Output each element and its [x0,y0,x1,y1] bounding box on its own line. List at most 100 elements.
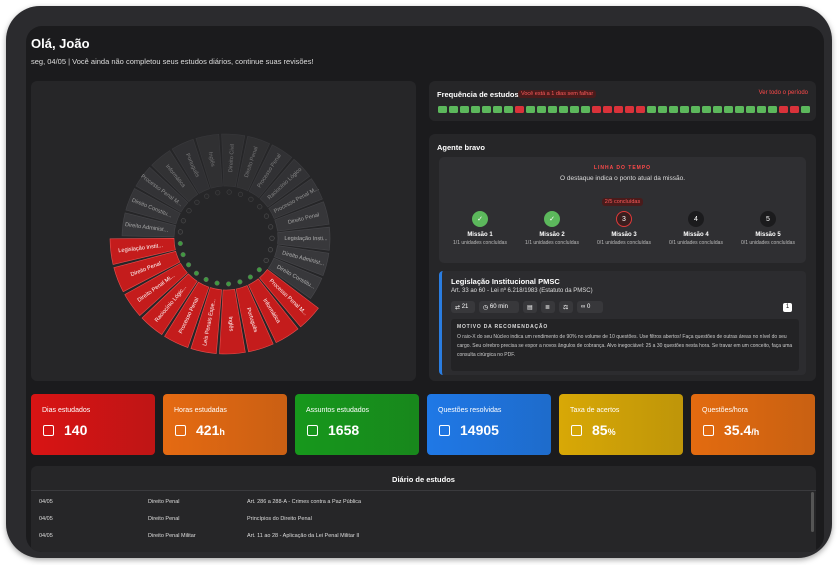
mission: 5 Missão 5 0/1 unidades concluídas [733,211,803,246]
segment-dot [267,247,274,253]
day-square [724,106,733,113]
segment-shape [235,285,274,353]
day-square [460,106,469,113]
wheel-segment: Direito Administ... [267,245,330,276]
stat-card: Questões resolvidas 14905 [427,394,551,455]
card-title: Legislação Institucional PMSC [451,277,560,286]
reason-title: MOTIVO DA RECOMENDAÇÃO [457,324,549,330]
notes-chip[interactable]: ≣ [541,301,555,313]
streak-badge: Você está a 1 dias sem falhar [518,90,597,98]
recommendation-card[interactable]: Legislação Institucional PMSC Art. 33 ao… [439,271,806,375]
wheel-segment: Direito Penal [113,250,186,293]
segment-shape [248,278,299,344]
wheel-segment: Inglês [219,281,246,355]
stat-value-wrap: 140 [64,422,87,438]
day-square [603,106,612,113]
segment-dot [263,257,269,263]
wheel-segment: Português [235,279,274,353]
reason-box: MOTIVO DA RECOMENDAÇÃO O raio-X do seu N… [451,319,799,371]
day-square [647,106,656,113]
timeline-hint: O destaque indica o ponto atual da missã… [559,175,686,182]
segment-dot [263,213,270,219]
segment-shape [124,262,188,317]
stat-label: Assuntos estudados [306,407,370,414]
day-square [713,106,722,113]
frequency-panel: Frequência de estudos Você está a 1 dias… [429,81,816,121]
segment-dot [193,270,199,276]
segment-dot [215,190,221,196]
segment-dot [177,229,183,235]
time-value: 60 min [489,304,508,310]
time-chip: ◷ 60 min [479,301,519,313]
segment-label: Direito Administ... [125,222,169,234]
stat-value-wrap: 14905 [460,422,499,438]
day-square [779,106,788,113]
stat-value: 14905 [460,422,499,438]
stat-value: 421 [196,422,220,438]
mission: 4 Missão 4 0/1 unidades concluídas [661,211,731,246]
day-square [438,106,447,113]
day-square [570,106,579,113]
stat-card: Taxa de acertos 85% [559,394,683,455]
wheel-segment: Legislação Instit... [109,238,183,265]
day-square [735,106,744,113]
mission-step: 5 [766,215,770,223]
tablet-frame: Olá, João seg, 04/05 | Você ainda não co… [6,6,832,558]
mission-icon: 3 [616,211,632,227]
stat-value: 1658 [328,422,360,438]
mission-title: Missão 5 [755,232,781,238]
segment-dot [268,224,274,230]
wheel-segment: Informática [247,274,299,344]
stat-label: Horas estudadas [174,407,227,414]
segment-dot [226,281,232,287]
day-square [559,106,568,113]
diary-cell: 04/05 [39,499,53,505]
segment-shape [268,178,323,219]
segment-shape [277,226,331,251]
stat-card: Dias estudados 140 [31,394,155,455]
law-chip[interactable]: ⚖ [559,301,573,313]
mission-progress: 0/1 unidades concluídas [669,240,723,246]
stat-label: Questões/hora [702,407,748,414]
day-square [482,106,491,113]
wheel-segment: Legislação Insti... [269,226,331,251]
mission-title: Missão 4 [683,232,709,238]
period-link[interactable]: Ver todo o período [758,90,808,96]
segment-label: Legislação Insti... [284,236,328,242]
mission-step: 4 [694,215,698,223]
day-square [449,106,458,113]
card-subtitle: Art. 33 ao 60 - Lei nº 6.218/1983 (Estat… [451,288,593,294]
segment-shape [141,273,198,336]
subtitle: seg, 04/05 | Você ainda não completou se… [31,57,314,66]
day-square [702,106,711,113]
questions-chip: ⇄ 21 [451,301,475,313]
segment-dot [180,252,186,258]
segment-shape [259,158,311,208]
stat-value: 35.4 [724,422,752,438]
segment-shape [248,144,293,199]
doc-chip[interactable]: ▤ [523,301,537,313]
stat-unit: h [219,427,225,437]
stat-card: Horas estudadas 421h [163,394,287,455]
scrollbar[interactable] [811,492,814,532]
segment-dot [226,189,232,195]
day-square [614,106,623,113]
diary-cell: Art. 11 ao 28 - Aplicação da Lei Penal M… [247,533,360,539]
reason-text: O raio-X do seu Núcleo indica um rendime… [457,334,793,358]
segment-dot [177,240,183,246]
segment-label: Legislação Instit... [118,243,164,254]
day-square [691,106,700,113]
diary-cell: Princípios do Direito Penal [247,516,312,522]
segment-shape [121,212,176,238]
stat-label: Questões resolvidas [438,407,502,414]
stat-icon [703,425,714,436]
segment-shape [151,150,199,203]
diary-panel: Diário de estudos 04/05 Direito Penal Art.… [31,466,816,552]
wheel-segment: Inglês [195,133,223,196]
stat-label: Taxa de acertos [570,407,620,414]
links-count: 0 [586,304,591,310]
segment-dot [237,279,243,285]
links-chip: ∞ 0 [577,301,603,313]
